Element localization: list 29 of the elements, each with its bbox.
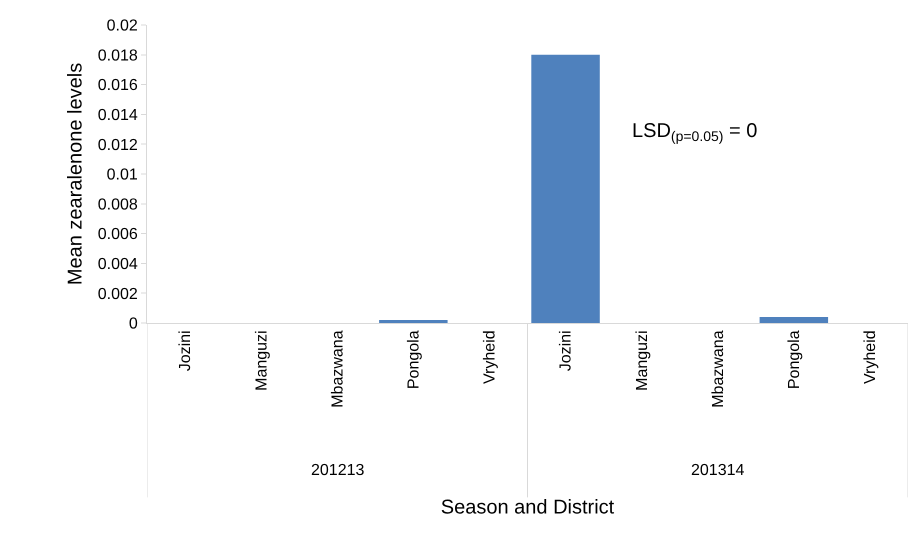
x-tick-label: Jozini bbox=[558, 330, 575, 372]
text: 201213 bbox=[311, 462, 364, 479]
y-tick-label: 0.012 bbox=[98, 136, 138, 154]
annotation: LSD$_{(p=0.05)}$ = 0 bbox=[632, 120, 758, 144]
y-tick-label: 0.018 bbox=[98, 47, 138, 64]
bar bbox=[531, 54, 600, 323]
y-tick-label: 0.004 bbox=[98, 256, 138, 273]
text: 201314 bbox=[691, 462, 744, 479]
y-tick-label: 0.01 bbox=[106, 166, 138, 184]
y-tick-label: 0 bbox=[128, 316, 138, 333]
x-tick-label: Vryheid bbox=[482, 330, 499, 384]
x-tick-label: Manguzi bbox=[634, 330, 651, 391]
y-tick-label: 0.02 bbox=[106, 18, 138, 35]
x-tick-label: Mbazwana bbox=[329, 330, 346, 408]
bar bbox=[379, 320, 448, 323]
y-tick-label: 0.008 bbox=[98, 196, 138, 214]
bar bbox=[760, 317, 828, 323]
y-tick-label: 0.016 bbox=[98, 77, 138, 94]
x-tick-label: Pongola bbox=[786, 330, 804, 390]
x-tick-label: Manguzi bbox=[253, 330, 270, 391]
x-axis-title: Season and District bbox=[440, 496, 615, 518]
x-tick-label: Vryheid bbox=[862, 330, 880, 384]
x-tick-label: Mbazwana bbox=[710, 330, 727, 408]
y-tick-label: 0.014 bbox=[98, 107, 138, 124]
y-axis-title: Mean zearalenone levels bbox=[64, 62, 86, 286]
y-tick-label: 0.002 bbox=[98, 286, 138, 303]
x-tick-label: Jozini bbox=[177, 330, 194, 372]
y-tick-label: 0.006 bbox=[98, 226, 138, 244]
x-tick-label: Pongola bbox=[406, 330, 423, 390]
